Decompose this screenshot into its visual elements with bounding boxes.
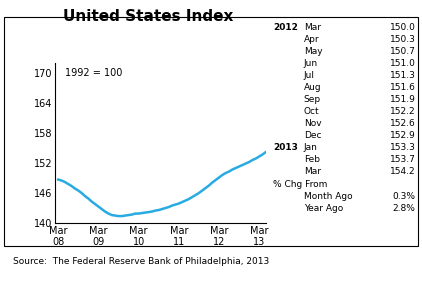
Text: Dec: Dec [304,131,321,140]
Text: Apr: Apr [304,35,319,44]
Text: 151.6: 151.6 [390,83,416,92]
Text: 154.2: 154.2 [390,167,416,176]
Text: 2.8%: 2.8% [393,204,416,213]
Text: 1992 = 100: 1992 = 100 [65,68,123,78]
Text: Source:  The Federal Reserve Bank of Philadelphia, 2013: Source: The Federal Reserve Bank of Phil… [13,257,269,266]
Text: 152.2: 152.2 [390,107,416,116]
Text: 0.3%: 0.3% [392,192,416,201]
Text: Mar: Mar [304,167,321,176]
Text: 153.7: 153.7 [390,155,416,164]
Text: Oct: Oct [304,107,319,116]
Text: 2012: 2012 [273,23,298,32]
Text: Year Ago: Year Ago [304,204,343,213]
Text: % Chg From: % Chg From [273,180,328,189]
Text: Jan: Jan [304,143,318,152]
Text: 150.7: 150.7 [390,47,416,56]
Text: 150.0: 150.0 [390,23,416,32]
Text: 2013: 2013 [273,143,298,152]
Text: 150.3: 150.3 [390,35,416,44]
Text: Jun: Jun [304,59,318,68]
Text: Nov: Nov [304,119,322,128]
Text: 152.9: 152.9 [390,131,416,140]
Text: 152.6: 152.6 [390,119,416,128]
Text: Mar: Mar [304,23,321,32]
Text: Aug: Aug [304,83,322,92]
Text: Sep: Sep [304,95,321,104]
Text: Feb: Feb [304,155,320,164]
Text: Month Ago: Month Ago [304,192,352,201]
Text: 153.3: 153.3 [390,143,416,152]
Text: 151.3: 151.3 [390,71,416,80]
Text: 151.0: 151.0 [390,59,416,68]
Text: Jul: Jul [304,71,315,80]
Text: United States Index: United States Index [62,9,233,23]
Text: 151.9: 151.9 [390,95,416,104]
Text: May: May [304,47,322,56]
